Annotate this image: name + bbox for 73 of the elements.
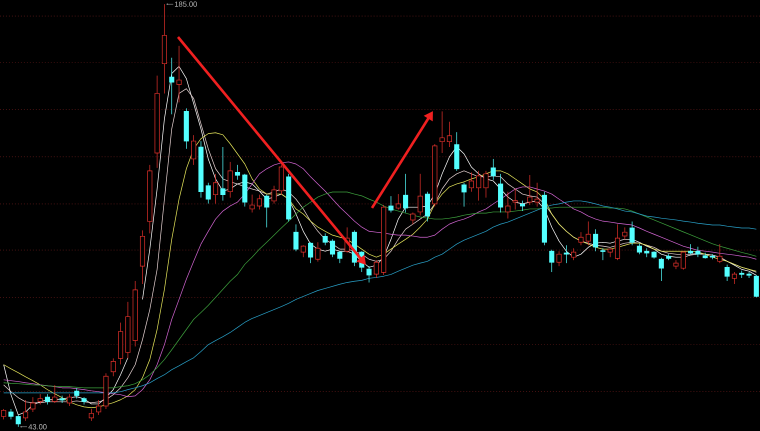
candlestick xyxy=(8,408,14,420)
candlestick xyxy=(278,164,284,196)
candlestick xyxy=(622,227,628,240)
candlestick xyxy=(52,384,58,404)
candlestick xyxy=(206,182,211,204)
candlestick xyxy=(110,358,116,377)
candlestick xyxy=(410,212,416,225)
candlestick xyxy=(169,57,174,115)
candlestick xyxy=(366,266,372,283)
candlestick xyxy=(272,185,277,204)
candlestick xyxy=(586,221,591,246)
candlestick xyxy=(571,248,576,260)
candlestick xyxy=(418,173,423,216)
candlestick xyxy=(512,188,518,210)
candlestick xyxy=(527,174,532,206)
candlestick xyxy=(614,224,620,260)
candlestick xyxy=(658,257,664,282)
candlestick xyxy=(38,394,43,405)
candlestick xyxy=(600,248,606,260)
candlestick xyxy=(564,244,569,264)
candlestick xyxy=(264,194,270,228)
candlestick xyxy=(754,274,759,298)
candlestick xyxy=(330,238,336,258)
candlestick xyxy=(396,194,401,210)
candlestick xyxy=(630,221,635,246)
candlestick xyxy=(234,164,240,180)
candlestick xyxy=(74,388,80,399)
candlestick xyxy=(30,396,36,412)
candlestick xyxy=(534,182,540,207)
candlestick xyxy=(468,172,474,192)
candlestick xyxy=(23,400,28,422)
candlestick xyxy=(732,272,737,284)
candlestick xyxy=(446,121,452,148)
candlestick xyxy=(476,170,482,201)
candlestick xyxy=(688,244,694,255)
candlestick xyxy=(490,158,496,180)
candlestick xyxy=(388,196,394,213)
candlestick xyxy=(250,194,255,213)
candlestick xyxy=(228,162,233,198)
candlestick xyxy=(176,45,182,103)
candlestick xyxy=(337,250,342,264)
candlestick xyxy=(498,173,504,213)
candlestick xyxy=(505,191,510,219)
candlestick xyxy=(462,182,467,207)
candlestick xyxy=(374,260,379,278)
candlestick xyxy=(717,244,722,264)
candlestick xyxy=(636,243,642,255)
candlestick xyxy=(66,394,72,406)
candlestick xyxy=(695,246,700,258)
candlestick xyxy=(440,110,445,154)
candlestick xyxy=(191,134,196,166)
candlestick xyxy=(724,264,730,282)
candlestick xyxy=(213,173,218,204)
candlestick xyxy=(556,250,562,266)
candlestick xyxy=(220,146,226,201)
candlestick xyxy=(578,232,584,246)
candlestick xyxy=(593,228,598,252)
candlestick xyxy=(549,249,554,272)
candlestick xyxy=(256,194,262,210)
candlestick xyxy=(293,224,299,252)
candlestick xyxy=(315,242,320,262)
candlestick xyxy=(96,400,102,416)
candlestick xyxy=(44,394,50,405)
candlestick xyxy=(322,233,328,246)
candlestick xyxy=(680,250,686,270)
candlestick xyxy=(88,408,94,422)
candlestick xyxy=(403,173,408,213)
candlestick xyxy=(308,242,314,264)
candlestick xyxy=(483,170,489,198)
candlestick xyxy=(424,191,430,222)
candlestick xyxy=(300,244,306,258)
candlestick xyxy=(710,254,716,260)
candlestick xyxy=(520,200,526,212)
